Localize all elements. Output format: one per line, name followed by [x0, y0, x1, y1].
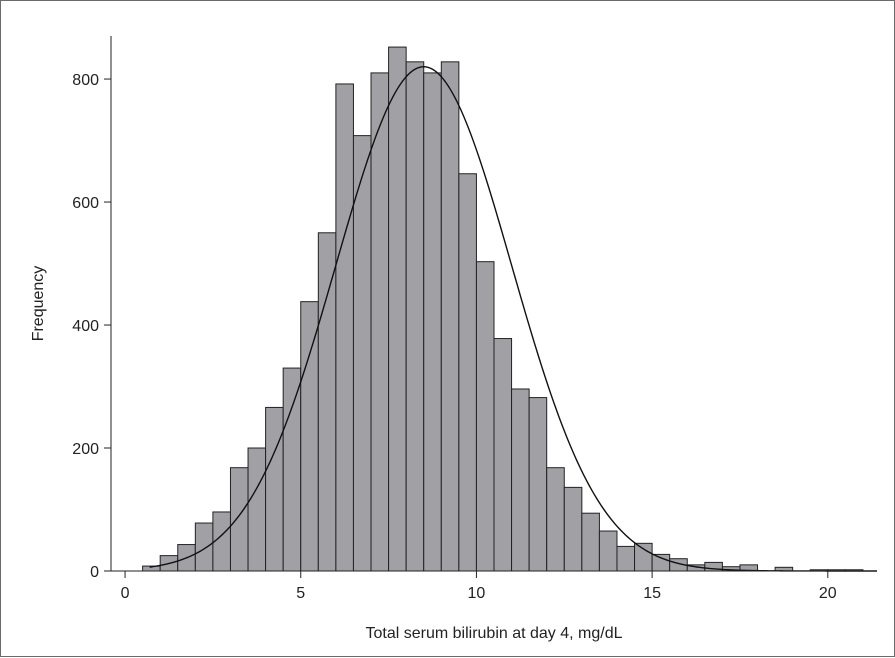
- y-tick-label: 800: [72, 72, 99, 89]
- histogram-bar: [598, 530, 618, 572]
- histogram-bar: [370, 72, 390, 572]
- histogram-bar: [616, 545, 636, 572]
- x-tick-label: 15: [643, 585, 661, 602]
- histogram-bar: [388, 46, 407, 572]
- histogram-bar: [581, 512, 600, 572]
- x-tick-label: 0: [121, 585, 130, 602]
- histogram-bar: [282, 367, 302, 572]
- histogram-bar: [423, 72, 442, 572]
- y-axis-title: Frequency: [30, 266, 47, 342]
- y-ticks-layer: 0 200 400 600 800: [72, 72, 111, 581]
- x-tick-label: 10: [468, 585, 486, 602]
- histogram-bar: [229, 467, 249, 572]
- y-tick-label: 200: [72, 441, 99, 458]
- y-tick-label: 0: [90, 564, 99, 581]
- histogram-bar: [634, 542, 653, 572]
- histogram-bar: [493, 338, 513, 572]
- histogram-bar: [651, 553, 671, 572]
- histogram-bar: [440, 61, 460, 572]
- histogram-bar: [511, 388, 530, 572]
- x-tick-label: 5: [296, 585, 305, 602]
- histogram-bar: [458, 173, 477, 572]
- y-tick-label: 400: [72, 318, 99, 335]
- x-ticks-layer: 0 5 10 15 20: [121, 571, 837, 602]
- histogram-bar: [317, 232, 337, 572]
- histogram-bar: [194, 522, 214, 572]
- histogram-bar: [265, 406, 284, 572]
- y-tick-label: 600: [72, 195, 99, 212]
- histogram-bar: [475, 261, 495, 572]
- histogram-bar: [352, 135, 372, 572]
- histogram-bar: [563, 486, 583, 572]
- histogram-bar: [300, 301, 319, 572]
- histogram-bar: [528, 397, 548, 572]
- histogram-bar: [335, 83, 354, 572]
- histogram-bar: [546, 467, 565, 572]
- histogram-bar: [247, 447, 267, 572]
- bars-layer: [142, 46, 864, 572]
- histogram-bar: [405, 61, 425, 572]
- x-tick-label: 20: [819, 585, 837, 602]
- x-axis-title: Total serum bilirubin at day 4, mg/dL: [365, 625, 622, 642]
